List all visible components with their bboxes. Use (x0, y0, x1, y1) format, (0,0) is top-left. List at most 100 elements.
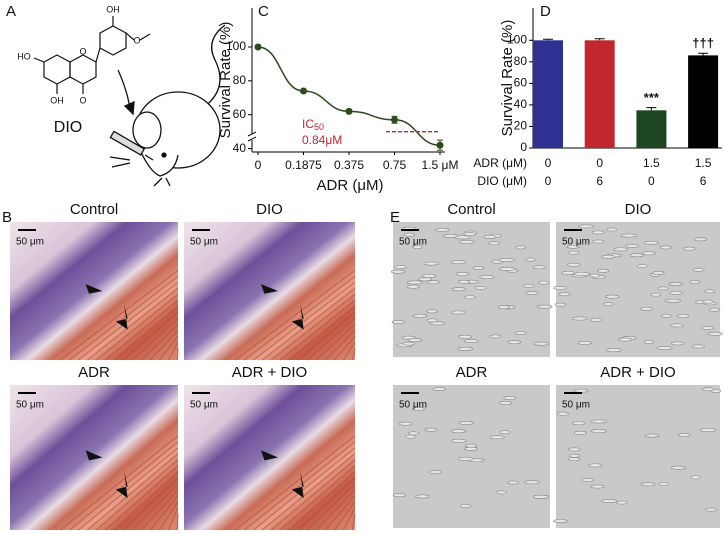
cell (569, 453, 580, 458)
cell (525, 291, 539, 295)
scale-label: 50 μm (562, 237, 590, 248)
point (300, 87, 307, 95)
y-axis-label: Survival Rate (%) (217, 22, 234, 139)
cell (656, 346, 673, 350)
cell (606, 348, 622, 353)
cell (640, 306, 654, 311)
ic50-value: 0.84μM (302, 133, 342, 147)
cell (616, 500, 628, 505)
cell (581, 478, 594, 482)
y-tick-label: 0 (520, 140, 527, 154)
y-tick-label: 40 (514, 97, 528, 111)
cell (507, 480, 520, 485)
muscle-fiber (167, 342, 179, 361)
cell (474, 285, 487, 290)
muscle-fiber (261, 287, 356, 361)
muscle-fiber (122, 477, 179, 531)
y-tick-label: 20 (514, 119, 528, 133)
point (391, 116, 398, 124)
x-tick-label: 0 (255, 158, 262, 172)
cell (558, 292, 571, 297)
muscle-fiber (60, 435, 179, 531)
cell (412, 245, 423, 249)
cell (472, 266, 485, 270)
cell (561, 270, 575, 275)
cell (426, 280, 441, 285)
row-value: 6 (700, 174, 707, 188)
cell (643, 240, 659, 245)
cell (571, 316, 588, 321)
arrowhead (291, 304, 304, 330)
muscle-fiber (78, 281, 179, 361)
cell (596, 268, 610, 273)
cell (556, 411, 570, 416)
significance-label: *** (644, 90, 660, 105)
point (254, 43, 262, 51)
cell (670, 465, 686, 470)
muscle-fiber (131, 317, 179, 361)
chem-label: O (79, 95, 86, 105)
cell (606, 227, 618, 232)
micrograph: 50 μm (553, 385, 722, 528)
arrowhead (85, 450, 103, 475)
muscle-fiber (69, 441, 179, 531)
cell (503, 396, 517, 400)
ic50-label: IC50 (302, 117, 324, 132)
micrograph: 50 μm (10, 385, 179, 531)
cell (412, 313, 428, 318)
cell (532, 494, 550, 499)
y-axis-label: Survival Rate (%) (499, 20, 516, 137)
muscle-fiber (270, 459, 356, 531)
cell (442, 233, 459, 238)
muscle-fiber (234, 435, 356, 531)
cell (605, 294, 620, 299)
cell (705, 507, 718, 512)
cell (464, 295, 476, 300)
y-tick-label: 80 (514, 54, 528, 68)
cell (668, 282, 683, 286)
image-label: ADR + DIO (232, 364, 307, 381)
cell (553, 285, 567, 290)
row-value: 0 (545, 174, 552, 188)
cell (406, 280, 424, 285)
panel-letter: B (2, 209, 12, 226)
muscle-fiber (279, 299, 356, 361)
cell (691, 344, 705, 349)
cell (660, 313, 672, 318)
row-value: 0 (596, 156, 603, 170)
muscle-fiber (324, 329, 356, 361)
y-tick-label: 100 (507, 32, 527, 46)
muscle-fiber (333, 501, 356, 531)
cell (515, 331, 527, 335)
cell (489, 334, 502, 339)
arrowhead (85, 284, 103, 308)
muscle-fiber (60, 269, 179, 361)
muscle-fiber (234, 269, 356, 361)
arrowhead (115, 472, 128, 499)
scale-label: 50 μm (16, 400, 44, 411)
arrowhead (260, 450, 279, 475)
row-label: DIO (μM) (477, 174, 527, 188)
cell (536, 304, 553, 309)
cell (701, 326, 715, 330)
cell (589, 273, 601, 278)
muscle-fiber (140, 489, 179, 531)
cell (644, 433, 660, 438)
micrograph: 50 μm (184, 222, 356, 361)
chem-label: HO (17, 51, 31, 61)
muscle-fiber (288, 305, 356, 361)
cell (525, 257, 536, 262)
cell (625, 243, 639, 248)
row-value: 0 (545, 156, 552, 170)
cell (577, 340, 593, 345)
x-tick-label: 1.5 μM (422, 158, 459, 172)
compound-label: DIO (54, 119, 82, 136)
scale-label: 50 μm (190, 400, 218, 411)
muscle-fiber (252, 281, 356, 361)
error-bar (646, 107, 657, 111)
cell (522, 283, 535, 288)
cell (659, 245, 672, 250)
muscle-fiber (123, 311, 179, 361)
cell (574, 272, 591, 276)
